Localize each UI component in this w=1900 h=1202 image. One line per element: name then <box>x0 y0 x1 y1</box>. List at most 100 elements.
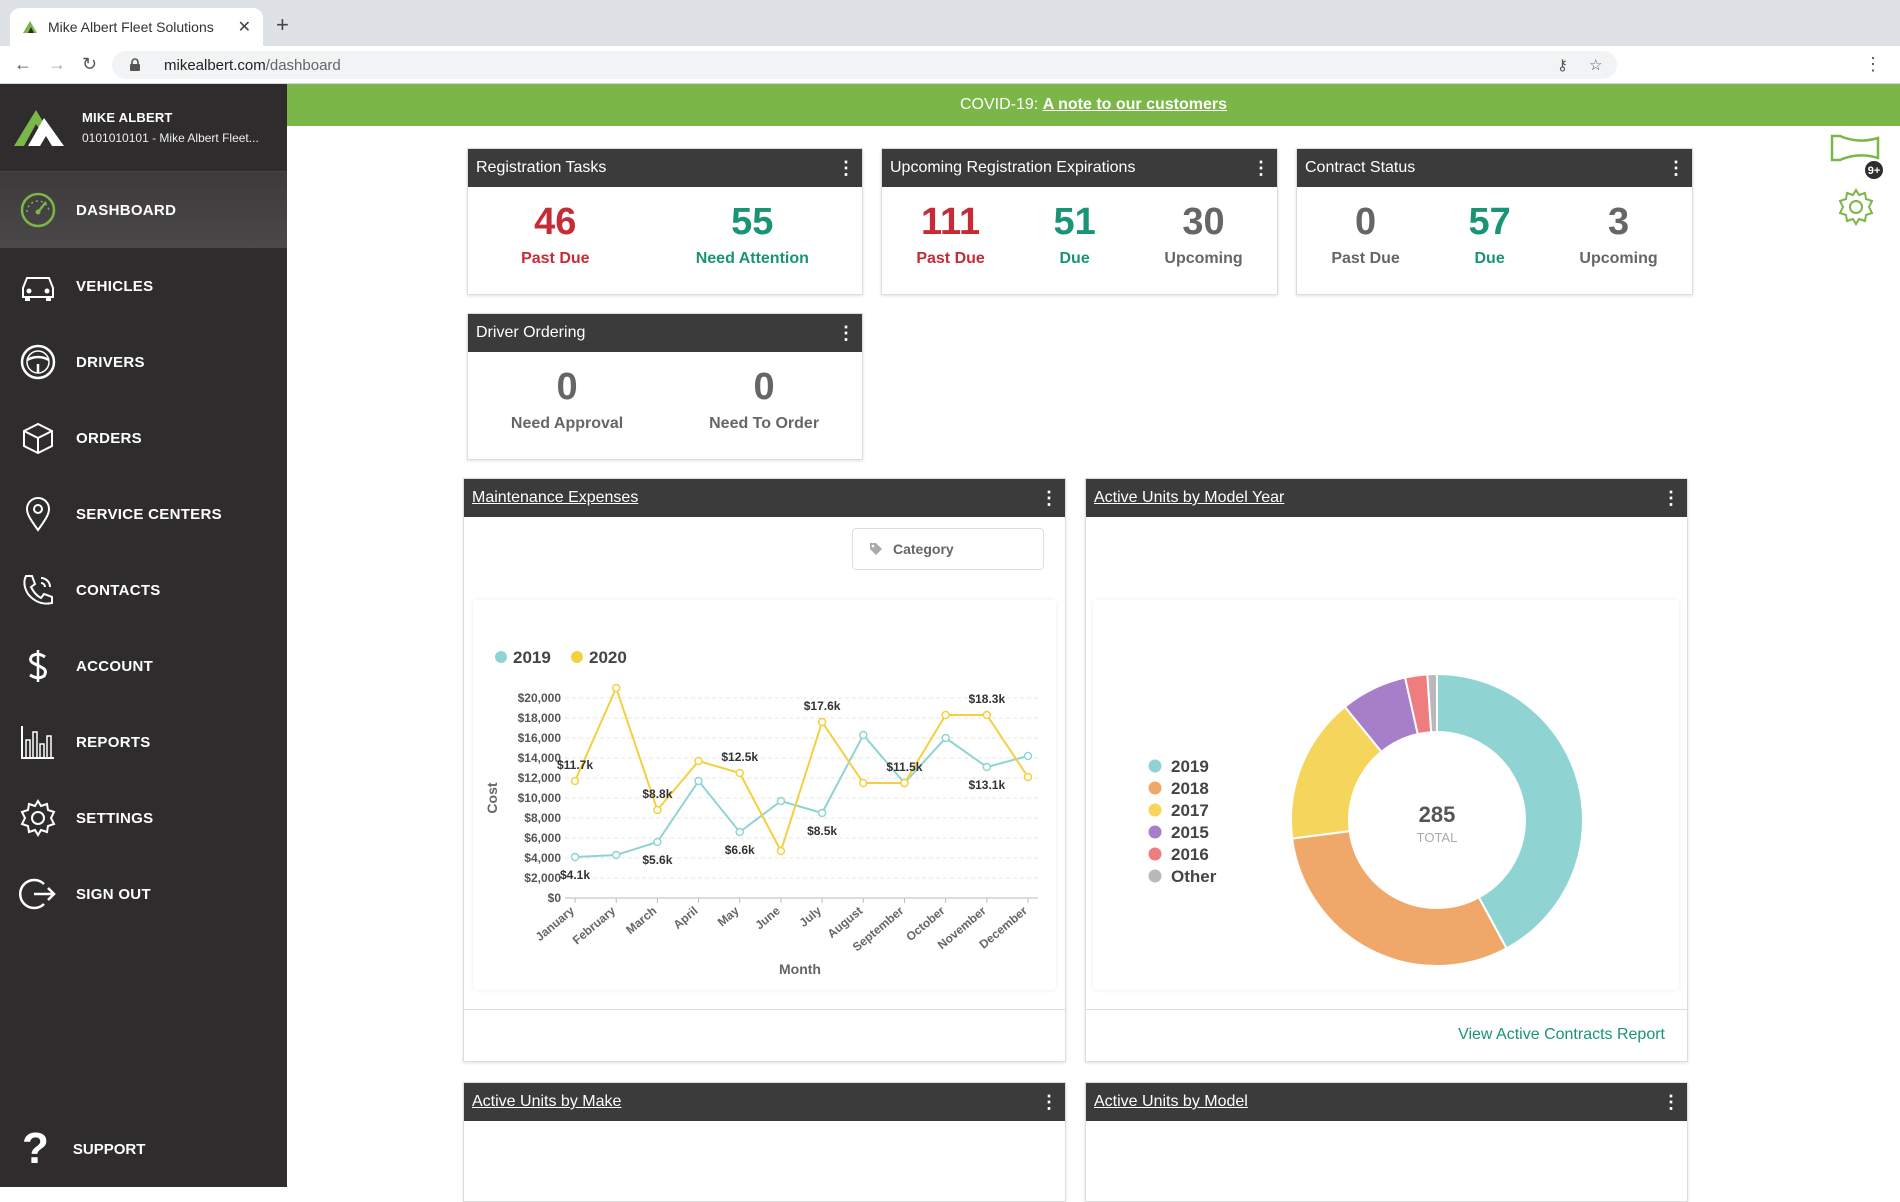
stat-past-due[interactable]: 0 Past Due <box>1331 201 1399 268</box>
card-title-link[interactable]: Active Units by Model <box>1094 1093 1248 1110</box>
data-point-2020 <box>859 778 868 788</box>
kebab-menu-icon[interactable]: ⋮ <box>1667 157 1685 178</box>
nav-vehicles[interactable]: VEHICLES <box>0 248 287 324</box>
stat-due[interactable]: 57 Due <box>1468 201 1510 268</box>
kebab-menu-icon[interactable]: ⋮ <box>837 157 855 178</box>
key-icon[interactable]: ⚷ <box>1557 57 1568 74</box>
nav-settings[interactable]: SETTINGS <box>0 780 287 856</box>
browser-menu-icon[interactable]: ⋮ <box>1864 54 1882 74</box>
x-tick-label: June <box>752 903 783 932</box>
legend-marker-2015 <box>1148 825 1162 839</box>
kebab-menu-icon[interactable]: ⋮ <box>1252 157 1270 178</box>
kebab-menu-icon[interactable]: ⋮ <box>1662 1091 1680 1112</box>
forward-icon[interactable]: → <box>48 54 66 74</box>
user-account: 0101010101 - Mike Albert Fleet... <box>82 131 259 145</box>
model-year-donut-chart: 285 TOTAL 2019 2018 2017 2015 2016 Other <box>1148 672 1584 967</box>
nav-orders[interactable]: ORDERS <box>0 400 287 476</box>
reload-icon[interactable]: ↻ <box>82 54 98 74</box>
legend-marker-2019 <box>495 651 507 663</box>
card-title-link[interactable]: Maintenance Expenses <box>472 489 639 506</box>
nav-dashboard[interactable]: DASHBOARD <box>0 172 287 248</box>
data-point-2019 <box>735 827 744 837</box>
stat-label: Past Due <box>916 250 985 267</box>
y-tick-label: $8,000 <box>524 811 561 825</box>
stat-need-to-order[interactable]: 0 Need To Order <box>709 366 819 433</box>
y-tick-label: $16,000 <box>518 731 562 745</box>
card-title-link[interactable]: Active Units by Model Year <box>1094 489 1285 506</box>
megaphone-icon[interactable]: 9+ <box>1828 132 1888 182</box>
nav-support[interactable]: ? SUPPORT <box>0 1111 287 1187</box>
category-filter[interactable]: Category <box>852 528 1044 570</box>
y-tick-label: $6,000 <box>524 831 561 845</box>
corner-tools: 9+ <box>1828 132 1888 232</box>
data-label: $8.5k <box>807 824 837 838</box>
stat-label: Due <box>1474 250 1505 267</box>
x-tick-label: July <box>797 903 825 929</box>
new-tab-icon[interactable]: + <box>276 12 289 37</box>
data-point-2020 <box>1023 772 1033 782</box>
data-label: $17.6k <box>804 699 841 713</box>
stat-upcoming[interactable]: 30 Upcoming <box>1164 201 1242 268</box>
kebab-menu-icon[interactable]: ⋮ <box>837 322 855 343</box>
card-footer <box>464 1009 1065 1061</box>
data-label: $8.8k <box>642 787 672 801</box>
settings-gear-icon[interactable] <box>1836 187 1876 227</box>
data-point-2020 <box>694 756 703 766</box>
stat-label: Need To Order <box>709 415 820 432</box>
kebab-menu-icon[interactable]: ⋮ <box>1040 1091 1058 1112</box>
nav-reports-label: REPORTS <box>76 733 151 751</box>
bookmark-star-icon[interactable]: ☆ <box>1589 57 1603 74</box>
y-tick-label: $20,000 <box>518 691 562 705</box>
url-input[interactable]: mikealbert.com/dashboard ⚷ ☆ <box>112 51 1617 79</box>
close-tab-icon[interactable]: ✕ <box>237 19 251 36</box>
back-icon[interactable]: ← <box>14 54 32 74</box>
maintenance-chart-panel: 2019 2020 $0 $2,000 $4,000 $6,000 $8,000 $10,00… <box>473 600 1056 990</box>
browser-tab[interactable]: Mike Albert Fleet Solutions ✕ <box>10 8 263 46</box>
y-tick-label: $14,000 <box>518 751 562 765</box>
nav-sign-out[interactable]: SIGN OUT <box>0 856 287 932</box>
view-active-contracts-link[interactable]: View Active Contracts Report <box>1458 1026 1665 1043</box>
card-title-link[interactable]: Active Units by Make <box>472 1093 622 1110</box>
data-label: $18.3k <box>968 692 1005 706</box>
legend-label-2019: 2019 <box>513 648 551 667</box>
data-point-2020 <box>653 805 662 815</box>
banner-link[interactable]: A note to our customers <box>1042 96 1227 113</box>
donut-slice-2018 <box>1291 830 1508 967</box>
series-line-2020 <box>574 685 1029 854</box>
nav-contacts[interactable]: CONTACTS <box>0 552 287 628</box>
stat-upcoming[interactable]: 3 Upcoming <box>1579 201 1657 268</box>
nav-service-centers[interactable]: SERVICE CENTERS <box>0 476 287 552</box>
y-tick-label: $4,000 <box>524 851 561 865</box>
legend-marker-2016 <box>1148 847 1162 861</box>
stat-value: 111 <box>920 201 981 243</box>
nav-reports[interactable]: REPORTS <box>0 704 287 780</box>
data-point-2020 <box>982 710 992 720</box>
user-block[interactable]: MIKE ALBERT 0101010101 - Mike Albert Fle… <box>0 84 287 172</box>
address-bar: ← → ↻ mikealbert.com/dashboard ⚷ ☆ ⋮ <box>0 46 1900 84</box>
stat-need-attention[interactable]: 55 Need Attention <box>696 201 809 268</box>
stat-value: 57 <box>1468 201 1511 243</box>
stat-due[interactable]: 51 Due <box>1053 201 1095 268</box>
stat-value: 0 <box>753 366 775 408</box>
nav-account[interactable]: ACCOUNT <box>0 628 287 704</box>
registration-tasks-card: Registration Tasks ⋮ 46 Past Due 55 Need At… <box>467 148 863 295</box>
y-tick-label: $12,000 <box>518 771 562 785</box>
nav-contacts-label: CONTACTS <box>76 581 161 599</box>
kebab-menu-icon[interactable]: ⋮ <box>1662 487 1680 508</box>
mike-albert-favicon-icon <box>23 21 37 33</box>
tag-icon <box>870 543 882 555</box>
map-pin-icon <box>25 497 51 532</box>
active-units-by-make-card: Active Units by Make ⋮ <box>463 1082 1066 1202</box>
kebab-menu-icon[interactable]: ⋮ <box>1040 487 1058 508</box>
nav-vehicles-label: VEHICLES <box>76 277 154 295</box>
stat-need-approval[interactable]: 0 Need Approval <box>511 366 623 433</box>
stat-label: Past Due <box>521 250 590 267</box>
data-point-2019 <box>776 796 786 806</box>
stat-value: 46 <box>534 201 577 243</box>
nav-drivers[interactable]: DRIVERS <box>0 324 287 400</box>
data-label: $11.7k <box>557 758 593 772</box>
stat-label: Upcoming <box>1579 250 1658 267</box>
stat-past-due[interactable]: 111 Past Due <box>916 201 984 268</box>
data-point-2019 <box>941 733 950 743</box>
stat-past-due[interactable]: 46 Past Due <box>521 201 589 268</box>
